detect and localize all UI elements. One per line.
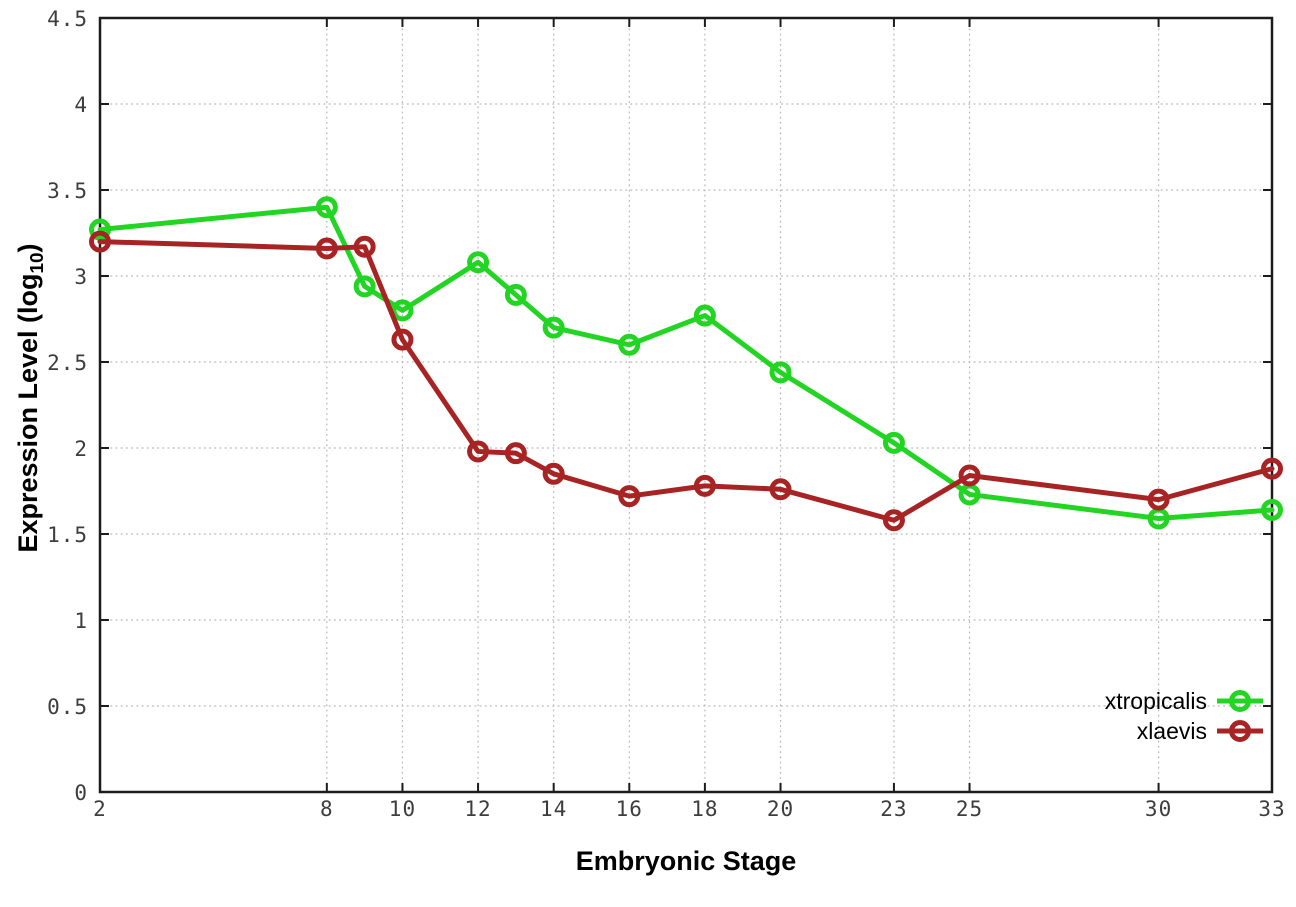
x-tick-label-30: 30 xyxy=(1145,797,1172,821)
legend: xtropicalis xlaevis xyxy=(1105,688,1263,744)
marker-xlaevis-stage-8 xyxy=(315,237,338,260)
y-axis-title-subscript: 10 xyxy=(26,252,48,274)
series-line-xtropicalis xyxy=(97,204,1275,522)
x-tick-label-14: 14 xyxy=(540,797,567,821)
y-tick-label-3: 3 xyxy=(74,265,88,289)
x-tick-label-18: 18 xyxy=(691,797,718,821)
marker-xtropicalis-stage-13 xyxy=(504,283,527,306)
marker-xlaevis-stage-12 xyxy=(467,440,490,463)
x-tick-label-12: 12 xyxy=(464,797,491,821)
marker-xlaevis-stage-14 xyxy=(542,462,565,485)
marker-xtropicalis-stage-14 xyxy=(542,316,565,339)
legend-label-xlaevis: xlaevis xyxy=(1137,718,1207,744)
y-tick-label-2: 2 xyxy=(74,437,88,461)
marker-xtropicalis-stage-12 xyxy=(467,251,490,274)
y-axis-title: Expression Level (log10) xyxy=(13,243,49,552)
marker-xlaevis-stage-33 xyxy=(1261,457,1283,480)
marker-xtropicalis-stage-23 xyxy=(882,431,905,454)
y-tick-label-0: 0 xyxy=(74,781,88,805)
marker-xlaevis-stage-30 xyxy=(1147,488,1170,511)
x-tick-label-10: 10 xyxy=(389,797,416,821)
y-axis-title-text: Expression Level (log xyxy=(13,273,44,553)
x-tick-label-23: 23 xyxy=(880,797,907,821)
y-tick-label-1: 1 xyxy=(74,609,88,633)
x-tick-label-2: 2 xyxy=(93,797,107,821)
marker-xtropicalis-stage-20 xyxy=(769,361,792,384)
y-axis-title-close: ) xyxy=(13,243,44,253)
x-tick-label-16: 16 xyxy=(616,797,643,821)
marker-xlaevis-stage-25 xyxy=(958,464,981,487)
gridlines xyxy=(99,17,1273,793)
x-tick-label-25: 25 xyxy=(956,797,983,821)
plot-border xyxy=(98,16,1274,794)
marker-xtropicalis-stage-16 xyxy=(618,333,641,356)
marker-xlaevis-stage-20 xyxy=(769,478,792,501)
series-line-xlaevis xyxy=(97,239,1275,523)
marker-xtropicalis-stage-9 xyxy=(353,275,376,298)
marker-xtropicalis-stage-10 xyxy=(391,299,414,322)
y-tick-label-1.5: 1.5 xyxy=(47,523,88,547)
marker-xtropicalis-stage-33 xyxy=(1261,498,1283,521)
y-tick-label-0.5: 0.5 xyxy=(47,695,88,719)
x-tick-label-20: 20 xyxy=(767,797,794,821)
marker-xlaevis-stage-18 xyxy=(693,474,716,497)
marker-xlaevis-stage-16 xyxy=(618,485,641,508)
x-tick-label-33: 33 xyxy=(1258,797,1285,821)
x-axis-title: Embryonic Stage xyxy=(575,846,797,876)
axis-ticks xyxy=(99,17,1273,793)
marker-xlaevis-stage-2 xyxy=(89,230,111,253)
tick-labels: 2 8 10 12 14 16 18 20 23 25 30 33 0 0.5 1 1.5 2 2.5 3 3.5 4 4… xyxy=(47,7,1285,821)
x-tick-label-8: 8 xyxy=(320,797,334,821)
y-tick-label-3.5: 3.5 xyxy=(47,179,88,203)
marker-xlaevis-stage-9 xyxy=(353,235,376,258)
marker-xlaevis-stage-23 xyxy=(882,509,905,532)
marker-xlaevis-stage-10 xyxy=(391,328,414,351)
y-tick-label-2.5: 2.5 xyxy=(47,351,88,375)
marker-xtropicalis-stage-2 xyxy=(89,218,111,241)
marker-xlaevis-stage-13 xyxy=(504,442,527,465)
marker-xtropicalis-stage-8 xyxy=(315,196,338,219)
marker-xtropicalis-stage-18 xyxy=(693,304,716,327)
y-tick-label-4: 4 xyxy=(74,93,88,117)
legend-marker-xlaevis xyxy=(1229,720,1251,742)
series-xlaevis xyxy=(89,230,1283,532)
y-tick-label-4.5: 4.5 xyxy=(47,7,88,31)
legend-label-xtropicalis: xtropicalis xyxy=(1105,688,1207,714)
legend-marker-xtropicalis xyxy=(1229,690,1251,712)
